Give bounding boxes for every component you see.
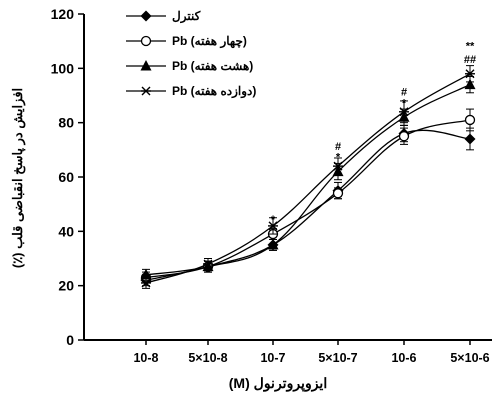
x-tick-label: 5×10-6 — [450, 351, 489, 365]
data-point — [268, 221, 278, 231]
y-tick-label: 20 — [58, 278, 74, 294]
legend-label: Pb (چهار هفته) — [172, 34, 247, 49]
significance-mark: * — [336, 152, 341, 164]
data-point — [267, 238, 279, 250]
legend-label: Pb (دوازده هفته) — [172, 84, 256, 99]
series-line — [145, 129, 471, 281]
y-tick-label: 60 — [58, 169, 74, 185]
x-tick-label: 10-7 — [260, 351, 285, 365]
y-tick-label: 0 — [66, 332, 74, 348]
legend-item: کنترل — [126, 9, 201, 24]
series-layer — [140, 65, 476, 289]
series-1 — [140, 124, 476, 287]
y-tick-label: 100 — [51, 60, 75, 76]
x-axis-label: ایزوپروترنول (M) — [229, 375, 327, 392]
data-point — [141, 278, 151, 288]
series-line — [145, 73, 471, 284]
annotations: **#*###** — [271, 40, 476, 226]
legend-item: Pb (چهار هفته) — [126, 34, 247, 49]
series-3 — [140, 75, 476, 281]
significance-mark: * — [271, 214, 276, 226]
y-tick-label: 80 — [58, 115, 74, 131]
series-line — [145, 84, 471, 276]
x-tick-label: 5×10-8 — [188, 351, 227, 365]
data-point — [399, 107, 409, 117]
legend: کنترل Pb (چهار هفته) Pb (هشت هفته) Pb (دواز… — [126, 9, 256, 99]
data-point — [464, 78, 476, 90]
significance-mark: ** — [466, 40, 475, 52]
series-line — [145, 119, 471, 279]
data-point — [203, 259, 213, 269]
data-point — [398, 131, 410, 142]
x-tick-label: 5×10-7 — [318, 351, 357, 365]
significance-mark: # — [401, 87, 407, 99]
series-4 — [141, 65, 475, 289]
data-point — [464, 133, 476, 145]
series-2 — [140, 108, 476, 284]
significance-mark: * — [402, 97, 407, 109]
data-point — [333, 161, 343, 171]
y-axis-label: افزایش در پاسخ انقباضی قلب (٪) — [10, 88, 26, 268]
significance-mark: ## — [464, 54, 476, 66]
legend-item: Pb (دوازده هفته) — [126, 84, 256, 99]
legend-marker — [140, 35, 152, 47]
legend-marker — [141, 86, 151, 96]
x-axis-ticks: 10-8 5×10-8 10-7 5×10-7 10-6 5×10-6 — [133, 340, 490, 365]
data-point — [140, 268, 152, 280]
x-tick-label: 10-8 — [133, 351, 158, 365]
y-tick-label: 40 — [58, 223, 74, 239]
x-tick-label: 10-6 — [391, 351, 416, 365]
legend-label: کنترل — [172, 9, 201, 24]
legend-marker — [140, 60, 152, 71]
y-axis-ticks: 0 20 40 60 80 100 120 — [51, 6, 84, 348]
significance-mark: # — [335, 141, 341, 153]
legend-item: Pb (هشت هفته) — [126, 59, 253, 73]
data-point — [332, 188, 344, 199]
legend-label: Pb (هشت هفته) — [172, 59, 253, 73]
legend-marker — [140, 10, 152, 22]
y-tick-label: 120 — [51, 6, 75, 22]
data-point — [465, 69, 475, 79]
data-point — [464, 114, 476, 126]
